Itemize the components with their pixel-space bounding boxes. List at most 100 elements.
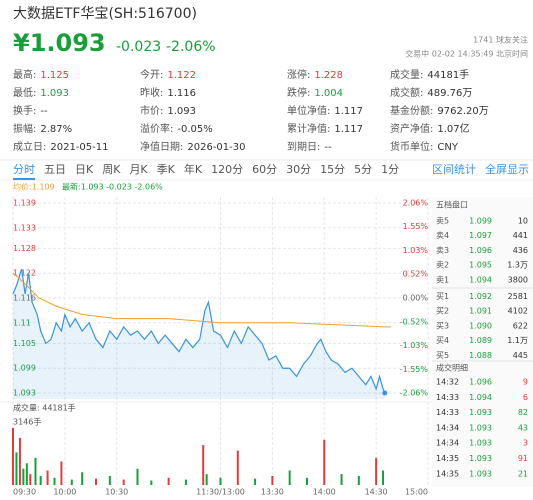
trade-time: 14:32 xyxy=(436,378,459,387)
stat-value: -0.05% xyxy=(177,124,212,135)
stat-value: 9762.20万 xyxy=(437,106,488,117)
y2-tick-label: -2.06% xyxy=(400,389,429,398)
tab[interactable]: 60分 xyxy=(252,163,277,176)
tab-right[interactable]: 全屏显示 xyxy=(485,162,529,176)
tab[interactable]: 分时 xyxy=(13,163,35,176)
book-price: 1.094 xyxy=(469,275,492,284)
book-volume: 1.1万 xyxy=(507,336,528,345)
x-tick-label: 10:30 xyxy=(105,488,128,497)
volume-bar xyxy=(18,437,21,485)
book-price: 1.090 xyxy=(469,321,492,330)
stat-value: 489.76万 xyxy=(427,88,472,99)
y-tick-label: 1.11 xyxy=(13,318,31,327)
tab-right[interactable]: 区间统计 xyxy=(432,163,476,176)
stat-value: 1.122 xyxy=(167,70,196,81)
book-price: 1.095 xyxy=(469,261,492,270)
volume-bar xyxy=(340,474,343,485)
x-tick-label: 14:30 xyxy=(365,488,388,497)
volume-bar xyxy=(382,470,385,485)
stat-value: 1.125 xyxy=(40,70,69,81)
tab[interactable]: 季K xyxy=(157,163,176,176)
book-volume: 2581 xyxy=(508,292,528,301)
y-tick-label: 1.133 xyxy=(13,223,36,232)
x-tick-label: 09:30 xyxy=(13,488,36,497)
trade-time: 14:35 xyxy=(436,469,459,478)
trade-price: 1.096 xyxy=(469,378,492,387)
y2-tick-label: -1.03% xyxy=(400,341,429,350)
volume-bar xyxy=(15,452,18,485)
stat: 累计净值: 1.117 xyxy=(287,122,363,135)
tab[interactable]: 15分 xyxy=(320,163,345,176)
book-side: 买1 xyxy=(436,292,449,301)
volume-bar xyxy=(22,468,25,485)
volume-bar xyxy=(81,472,84,485)
stat: 成交量: 44181手 xyxy=(390,68,469,81)
volume-bar xyxy=(70,479,73,485)
stat-label: 累计净值: xyxy=(287,122,330,135)
average-line xyxy=(12,272,391,328)
volume-bar xyxy=(323,439,326,485)
stat-label: 跌停: xyxy=(287,86,310,99)
book-volume: 445 xyxy=(513,351,528,360)
volume-bar xyxy=(46,470,49,485)
stat: 涨停: 1.228 xyxy=(287,68,343,81)
x-tick-label: 13:30 xyxy=(261,488,284,497)
stat-label: 市价: xyxy=(140,104,163,117)
book-side: 买5 xyxy=(436,351,449,360)
stat-value: CNY xyxy=(437,142,458,153)
tab[interactable]: 日K xyxy=(75,163,94,176)
book-volume: 10 xyxy=(518,217,528,226)
tab[interactable]: 30分 xyxy=(286,163,311,176)
stat-label: 成交额: xyxy=(390,86,423,99)
tab[interactable]: 5分 xyxy=(354,163,372,176)
y-tick-label: 1.122 xyxy=(13,269,36,278)
volume-max-label: 3146手 xyxy=(13,417,41,427)
stat-label: 成交量: xyxy=(390,68,423,81)
volume-bar xyxy=(60,461,63,485)
followers: 1741 球友关注 xyxy=(473,35,528,45)
stat-label: 最低: xyxy=(13,86,36,99)
trade-time: 14:34 xyxy=(436,439,459,448)
tab[interactable]: 1分 xyxy=(381,163,399,176)
stat-value: 1.004 xyxy=(314,88,343,99)
stat-value: 1.228 xyxy=(314,70,343,81)
latest-label: 最新:1.093 -0.023 -2.06% xyxy=(62,182,163,192)
volume-bar xyxy=(108,475,111,485)
book-volume: 1.3万 xyxy=(507,261,528,270)
last-dot xyxy=(382,390,388,396)
book-side: 买4 xyxy=(436,336,449,345)
volume-bar xyxy=(236,450,239,485)
trade-volume: 6 xyxy=(523,393,528,402)
tab[interactable]: 月K xyxy=(129,163,148,176)
stat-value: 44181手 xyxy=(427,68,469,81)
trade-time: 14:33 xyxy=(436,408,459,417)
trade-price: 1.093 xyxy=(469,439,492,448)
book-price: 1.088 xyxy=(469,351,492,360)
change: -0.023 xyxy=(116,39,161,55)
volume-bar xyxy=(205,474,208,485)
stat: 资产净值: 1.07亿 xyxy=(390,122,470,135)
stat-label: 基金份额: xyxy=(390,104,433,117)
trade-price: 1.093 xyxy=(469,408,492,417)
stat-value: 2.87% xyxy=(40,124,72,135)
y-tick-label: 1.139 xyxy=(13,199,36,208)
stat-value: -- xyxy=(324,142,332,153)
book-price: 1.097 xyxy=(469,231,492,240)
volume-bar xyxy=(25,463,28,485)
y-tick-label: 1.105 xyxy=(13,339,36,348)
book-price: 1.096 xyxy=(469,246,492,255)
book-side: 卖1 xyxy=(436,275,449,284)
tab[interactable]: 周K xyxy=(102,163,121,176)
volume-bar xyxy=(34,457,37,485)
book-side: 卖5 xyxy=(436,217,449,226)
tab[interactable]: 年K xyxy=(184,162,203,176)
trade-volume: 9 xyxy=(523,378,528,387)
stat: 到期日: -- xyxy=(287,141,332,153)
trade-volume: 3 xyxy=(523,439,528,448)
stat: 今开: 1.122 xyxy=(140,68,196,81)
tab[interactable]: 五日 xyxy=(44,163,66,176)
avg-label: 均价:1.109 xyxy=(13,182,55,192)
tab[interactable]: 120分 xyxy=(211,163,243,176)
volume-bar xyxy=(271,475,274,485)
book-price: 1.091 xyxy=(469,307,492,316)
